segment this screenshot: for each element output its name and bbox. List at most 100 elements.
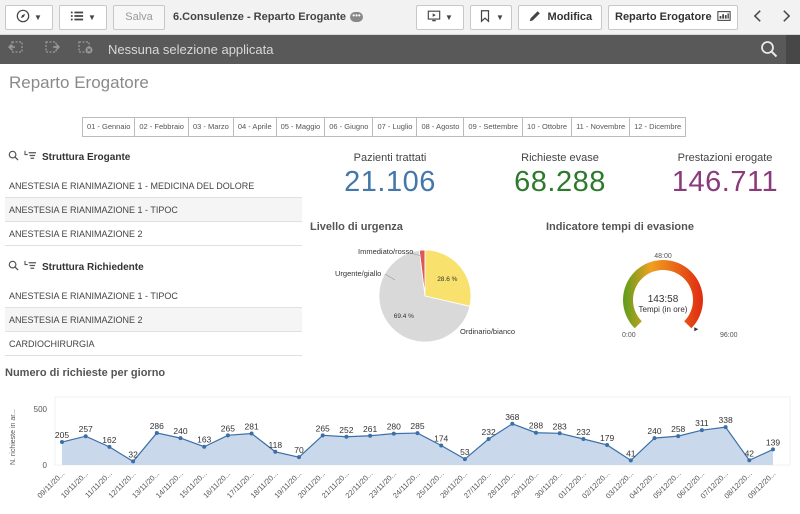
edit-button[interactable]: Modifica (518, 4, 602, 30)
data-point[interactable] (320, 433, 325, 438)
month-option[interactable]: 03 - Marzo (188, 118, 234, 136)
data-point[interactable] (107, 444, 112, 449)
kpi-richieste[interactable]: Richieste evase 68.288 (490, 152, 630, 199)
list-item[interactable]: ANESTESIA E RIANIMAZIONE 1 - MEDICINA DE… (5, 174, 302, 198)
data-point[interactable] (676, 434, 681, 439)
month-option[interactable]: 04 - Aprile (233, 118, 277, 136)
data-point[interactable] (368, 433, 373, 438)
bookmark-button[interactable]: ▼ (470, 4, 512, 30)
month-option[interactable]: 12 - Dicembre (630, 118, 686, 136)
data-label: 70 (294, 445, 304, 455)
kpi-richieste-value: 68.288 (514, 166, 606, 198)
data-point[interactable] (557, 431, 562, 436)
app-title: 6.Consulenze - Reparto Erogante (173, 11, 346, 23)
data-label: 179 (600, 433, 614, 443)
data-point[interactable] (83, 434, 88, 439)
previous-sheet-button[interactable] (744, 5, 772, 30)
data-point[interactable] (60, 440, 64, 445)
search-icon[interactable] (760, 40, 778, 63)
data-point[interactable] (415, 431, 420, 436)
list-item[interactable]: ANESTESIA E RIANIMAZIONE 2 (5, 308, 302, 332)
data-label: 41 (626, 448, 636, 458)
selections-menu-handle[interactable] (786, 35, 800, 64)
data-point[interactable] (439, 443, 444, 448)
data-point[interactable] (154, 430, 159, 435)
data-label: 368 (505, 412, 519, 422)
kpi-prestazioni-label: Prestazioni erogate (677, 152, 773, 164)
kpi-pazienti-label: Pazienti trattati (353, 152, 427, 164)
pie-title: Livello di urgenza (310, 221, 403, 233)
list-item[interactable]: ANESTESIA E RIANIMAZIONE 2 (5, 222, 302, 246)
data-point[interactable] (178, 436, 183, 441)
clear-selections-button[interactable] (68, 35, 102, 64)
step-back-button[interactable] (0, 35, 34, 64)
search-icon[interactable] (8, 260, 24, 274)
data-point[interactable] (510, 421, 515, 426)
data-point[interactable] (225, 433, 230, 438)
data-point[interactable] (723, 425, 728, 430)
list-item[interactable]: ANESTESIA E RIANIMAZIONE 1 - TIPOC (5, 284, 302, 308)
month-option[interactable]: 10 - Ottobre (523, 118, 573, 136)
list-item[interactable]: CARDIOCHIRURGIA (5, 332, 302, 356)
filter-richiedente-header[interactable]: Struttura Richiedente (8, 260, 144, 274)
month-option[interactable]: 07 - Luglio (373, 118, 418, 136)
data-point[interactable] (249, 431, 254, 436)
area-fill (62, 423, 773, 465)
data-point[interactable] (605, 442, 610, 447)
pie-slice[interactable] (424, 249, 472, 307)
data-point[interactable] (771, 447, 775, 452)
navigation-button[interactable]: ▼ (5, 4, 53, 30)
data-label: 139 (766, 437, 780, 447)
kpi-pazienti[interactable]: Pazienti trattati 21.106 (320, 152, 460, 199)
filter-erogante-header[interactable]: Struttura Erogante (8, 150, 130, 164)
data-point[interactable] (344, 434, 349, 439)
month-option[interactable]: 06 - Giugno (325, 118, 374, 136)
data-label: 232 (482, 427, 496, 437)
save-button[interactable]: Salva (113, 4, 165, 30)
filter-richiedente-list: ANESTESIA E RIANIMAZIONE 1 - TIPOC ANESTE… (5, 284, 302, 356)
data-point[interactable] (131, 459, 136, 464)
urgency-pie-chart[interactable]: 28.6 % 69.4 % Immediato/rosso Urgente/giall… (305, 236, 545, 356)
data-point[interactable] (202, 444, 207, 449)
data-point[interactable] (297, 455, 301, 460)
data-label: 252 (339, 425, 353, 435)
month-option[interactable]: 02 - Febbraio (135, 118, 189, 136)
step-forward-button[interactable] (34, 35, 68, 64)
data-point[interactable] (652, 436, 657, 441)
data-point[interactable] (628, 458, 633, 463)
pie-slice[interactable] (378, 249, 471, 343)
data-point[interactable] (486, 437, 491, 442)
month-option[interactable]: 01 - Gennaio (83, 118, 136, 136)
gauge-mid-label: 48:00 (654, 253, 672, 260)
selection-back-icon (8, 39, 26, 60)
data-point[interactable] (391, 431, 396, 436)
data-point[interactable] (462, 457, 467, 462)
sheet-selector-button[interactable]: Reparto Erogatore (608, 4, 738, 30)
storytelling-button[interactable]: ▼ (416, 4, 464, 30)
data-label: 240 (173, 426, 187, 436)
month-option[interactable]: 05 - Maggio (276, 118, 326, 136)
month-option[interactable]: 11 - Novembre (572, 118, 631, 136)
data-label: 42 (745, 448, 755, 458)
chevron-right-icon (779, 9, 793, 26)
kpi-prestazioni[interactable]: Prestazioni erogate 146.711 (650, 152, 800, 199)
more-options-icon[interactable]: ••• (349, 12, 363, 22)
requests-per-day-chart[interactable]: N. richieste in ar... 500 0 205 257 162 32 286 2… (0, 384, 800, 514)
month-option[interactable]: 09 - Settembre (464, 118, 524, 136)
next-sheet-button[interactable] (772, 5, 800, 30)
month-filter: 01 - Gennaio 02 - Febbraio 03 - Marzo 04 - … (82, 117, 687, 137)
chevron-left-icon (751, 9, 765, 26)
storytelling-icon (427, 9, 441, 26)
data-point[interactable] (273, 449, 278, 454)
data-point[interactable] (534, 430, 538, 435)
data-point[interactable] (699, 428, 704, 433)
data-point[interactable] (747, 458, 752, 463)
list-item[interactable]: ANESTESIA E RIANIMAZIONE 1 - TIPOC (5, 198, 302, 222)
data-point[interactable] (581, 437, 586, 442)
filter-erogante-title: Struttura Erogante (42, 151, 131, 163)
sheet-list-button[interactable]: ▼ (59, 4, 107, 30)
search-icon[interactable] (8, 150, 24, 164)
month-option[interactable]: 08 - Agosto (417, 118, 465, 136)
y-tick-label: 500 (34, 405, 48, 414)
